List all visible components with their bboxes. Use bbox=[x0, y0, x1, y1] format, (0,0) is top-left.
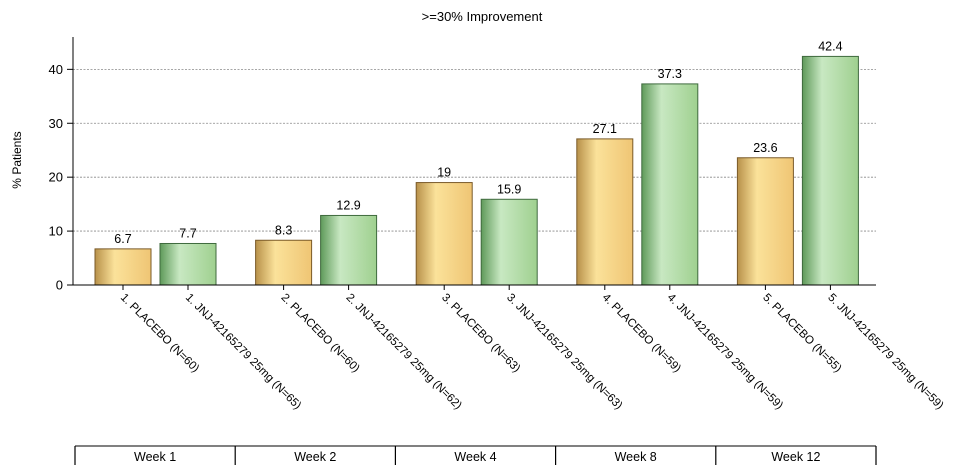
bar-drug bbox=[159, 242, 217, 286]
data-label: 19 bbox=[437, 166, 451, 180]
data-label: 27.1 bbox=[593, 122, 617, 136]
data-label: 7.7 bbox=[179, 226, 196, 240]
bar-placebo bbox=[576, 138, 634, 286]
bar-drug bbox=[320, 214, 378, 286]
chart-title: >=30% Improvement bbox=[422, 9, 543, 24]
data-label: 42.4 bbox=[818, 39, 842, 53]
y-tick-label: 30 bbox=[49, 116, 63, 131]
data-label: 15.9 bbox=[497, 182, 521, 196]
week-cell: Week 2 bbox=[294, 450, 336, 464]
data-label: 37.3 bbox=[658, 67, 682, 81]
y-tick-label: 0 bbox=[56, 278, 63, 293]
data-label: 6.7 bbox=[114, 232, 131, 246]
bar-placebo bbox=[94, 248, 152, 286]
bar-drug bbox=[641, 83, 699, 286]
data-label: 8.3 bbox=[275, 223, 292, 237]
bar-placebo bbox=[736, 157, 794, 286]
x-tick-label: 2. JNJ-42165279 25mg (N=62) bbox=[343, 292, 463, 412]
week-table: Week 1 Week 2 Week 4 Week 8 Week 12 bbox=[74, 445, 877, 465]
data-label: 23.6 bbox=[753, 141, 777, 155]
bar-drug bbox=[480, 198, 538, 286]
week-cell: Week 8 bbox=[615, 450, 657, 464]
x-tick-label: 3. JNJ-42165279 25mg (N=63) bbox=[504, 292, 624, 412]
data-labels: 6.7 7.7 8.3 12.9 19 15.9 27.1 37.3 23.6 42.4 bbox=[114, 39, 842, 245]
week-cell: Week 4 bbox=[454, 450, 496, 464]
y-axis-label: % Patients bbox=[10, 131, 24, 188]
week-cell: Week 12 bbox=[771, 450, 820, 464]
x-tick-label: 4. JNJ-42165279 25mg (N=59) bbox=[665, 292, 785, 412]
bar-placebo bbox=[255, 239, 313, 286]
x-tick-label: 5. JNJ-42165279 25mg (N=59) bbox=[825, 292, 945, 412]
bar-drug bbox=[801, 55, 859, 286]
y-tick-label: 40 bbox=[49, 62, 63, 77]
bar-series bbox=[94, 55, 859, 286]
x-tick-label: 1. JNJ-42165279 25mg (N=65) bbox=[183, 292, 303, 412]
y-tick-label: 10 bbox=[49, 224, 63, 239]
y-tick-label: 20 bbox=[49, 170, 63, 185]
axes bbox=[72, 37, 876, 286]
data-label: 12.9 bbox=[336, 198, 360, 212]
x-axis-ticks: 1. PLACEBO (N=60)1. JNJ-42165279 25mg (N… bbox=[118, 285, 946, 412]
week-cell: Week 1 bbox=[134, 450, 176, 464]
bar-placebo bbox=[415, 182, 473, 286]
y-axis-ticks: 0 10 20 30 40 bbox=[49, 62, 73, 293]
